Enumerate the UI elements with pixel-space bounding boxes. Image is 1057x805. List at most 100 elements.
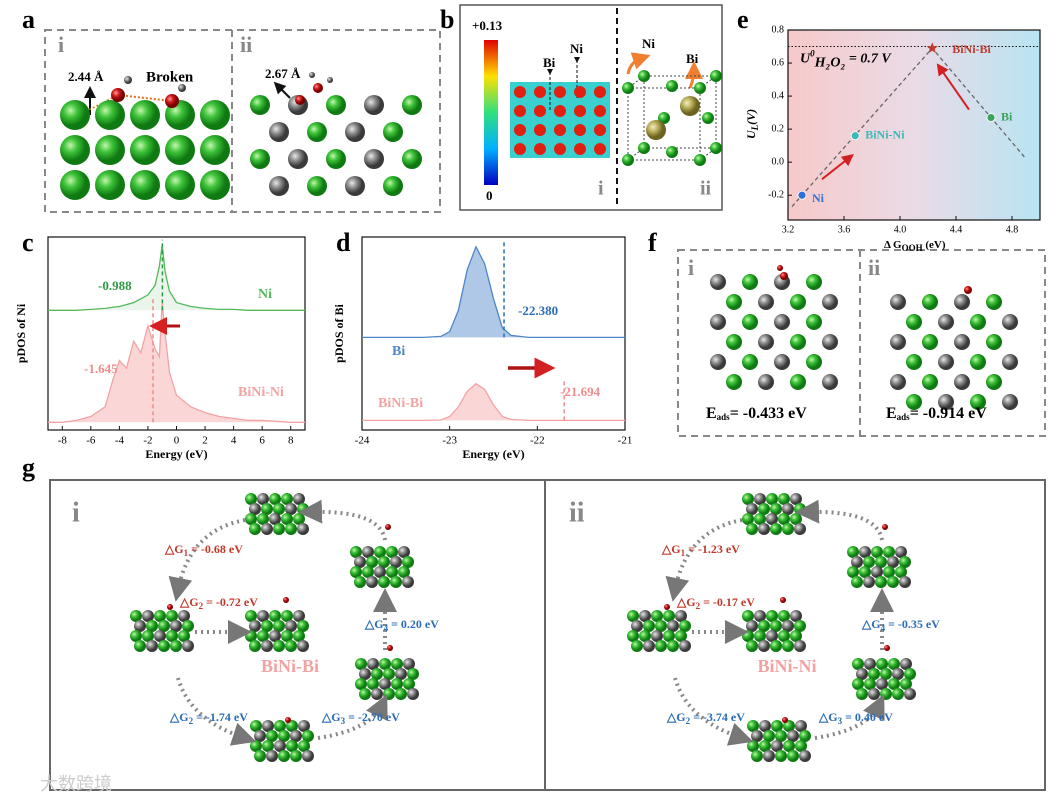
atom xyxy=(257,513,269,525)
label-part: = -0.68 eV xyxy=(188,542,243,556)
atom xyxy=(799,730,811,742)
atom xyxy=(273,640,285,652)
atom xyxy=(864,658,876,670)
atom xyxy=(269,513,281,525)
label-part: H₂O₂ xyxy=(814,56,846,71)
atom xyxy=(297,620,309,632)
atom xyxy=(822,294,838,310)
atom xyxy=(178,84,186,92)
atom xyxy=(326,149,346,169)
y-tick-label: 0.6 xyxy=(772,57,785,68)
atom xyxy=(782,523,794,535)
atom xyxy=(165,94,179,108)
reaction-arrow xyxy=(168,518,246,602)
atom xyxy=(922,334,938,350)
atom xyxy=(1002,314,1018,330)
label-part: △G xyxy=(364,617,384,631)
atom xyxy=(639,630,651,642)
atom xyxy=(182,640,194,652)
x-tick-label: 4.0 xyxy=(894,224,907,235)
label-part: = -0.433 eV xyxy=(730,405,808,422)
atom xyxy=(822,374,838,390)
atom xyxy=(790,294,806,310)
atom xyxy=(366,576,378,588)
label: △G2 = -3.74 eV xyxy=(666,710,745,726)
atom-label: Ni xyxy=(642,36,655,51)
atom xyxy=(883,566,895,578)
atom xyxy=(402,556,414,568)
atom xyxy=(158,640,170,652)
atom xyxy=(783,720,795,732)
atom xyxy=(261,523,273,535)
atom xyxy=(638,142,650,154)
atom xyxy=(852,658,864,670)
x-tick-label: 0 xyxy=(174,435,180,447)
atom xyxy=(746,640,758,652)
atom xyxy=(345,122,365,142)
atom xyxy=(285,503,297,515)
atom xyxy=(371,668,383,680)
atom xyxy=(285,717,291,723)
x-tick-label: -6 xyxy=(86,435,96,447)
atom xyxy=(200,135,230,165)
label: U0H₂O₂ = 0.7 V xyxy=(800,49,892,71)
label: Eads= -0.914 eV xyxy=(886,405,987,422)
label-part: 1 xyxy=(184,548,189,558)
atom xyxy=(806,354,822,370)
atom xyxy=(794,620,806,632)
sub-label: i xyxy=(598,178,604,200)
atom xyxy=(888,658,900,670)
atom xyxy=(871,546,883,558)
atom xyxy=(746,523,758,535)
atom xyxy=(890,294,906,310)
atom xyxy=(402,95,422,115)
atom xyxy=(794,640,806,652)
atom xyxy=(775,750,787,762)
pdos-curve xyxy=(48,244,305,311)
label-part: △G xyxy=(861,617,881,631)
atom xyxy=(134,640,146,652)
atom xyxy=(751,750,763,762)
atom xyxy=(111,88,125,102)
atom xyxy=(851,576,863,588)
label: Eads= -0.433 eV xyxy=(706,405,807,422)
atom xyxy=(245,493,257,505)
atom xyxy=(302,730,314,742)
atom xyxy=(679,620,691,632)
atom xyxy=(622,154,634,166)
atom xyxy=(313,83,323,93)
label-part: OOH xyxy=(902,243,923,253)
atom xyxy=(954,294,970,310)
atom xyxy=(367,678,379,690)
label-part: = 0.20 eV xyxy=(388,617,439,631)
atom xyxy=(666,80,678,92)
atom xyxy=(906,314,922,330)
atom xyxy=(868,688,880,700)
atom xyxy=(290,730,302,742)
x-tick-label: 4.4 xyxy=(950,224,963,235)
atom xyxy=(249,620,261,632)
atom xyxy=(726,294,742,310)
atom xyxy=(134,620,146,632)
atom xyxy=(895,566,907,578)
atom xyxy=(742,314,758,330)
atom xyxy=(293,630,305,642)
atom xyxy=(631,620,643,632)
bond xyxy=(117,94,173,102)
atom xyxy=(887,556,899,568)
x-tick-label: 4.8 xyxy=(1006,224,1019,235)
atom xyxy=(710,274,726,290)
panel-box xyxy=(44,29,441,213)
panel-box xyxy=(459,4,723,211)
atom xyxy=(954,334,970,350)
atom xyxy=(200,100,230,130)
charge-spot xyxy=(594,105,606,117)
charge-spot xyxy=(554,105,566,117)
atom xyxy=(774,314,790,330)
atom xyxy=(178,630,190,642)
atom xyxy=(758,374,774,390)
label-part: 2 xyxy=(696,601,701,611)
atom xyxy=(622,82,634,94)
atom xyxy=(249,523,261,535)
